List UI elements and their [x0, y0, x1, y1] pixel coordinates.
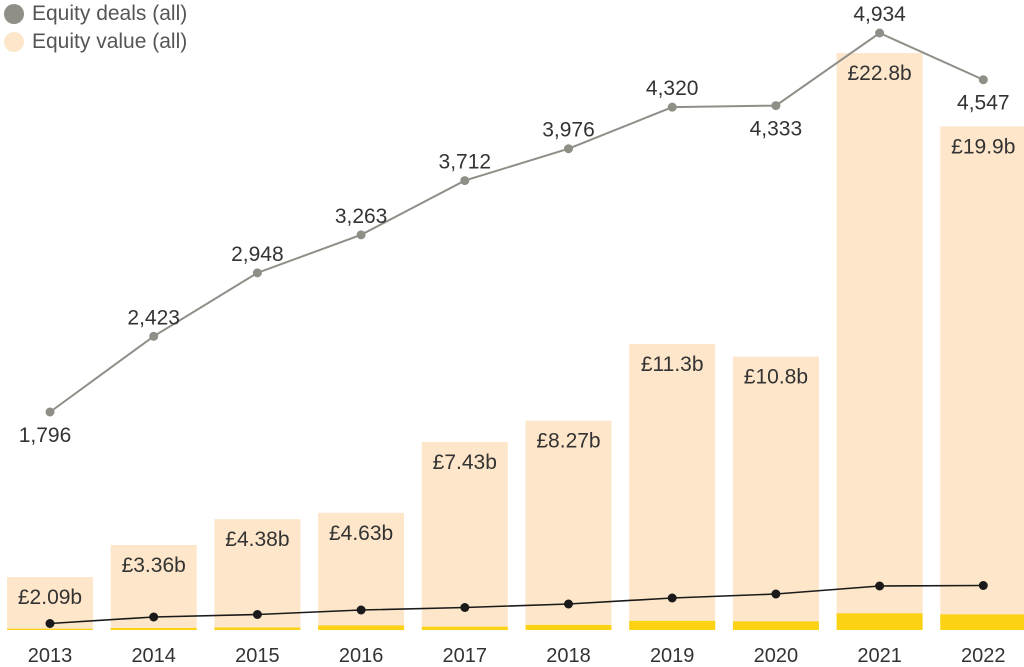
deals-label-2016: 3,263	[335, 205, 388, 228]
legend-label-deals: Equity deals (all)	[32, 2, 188, 25]
sub-deals-point-2022	[978, 581, 988, 590]
value-label-2015: £4.38b	[225, 528, 289, 551]
sub-value-bar-2020	[732, 621, 819, 630]
deals-point-2018	[564, 144, 573, 154]
legend-swatch-deals	[4, 4, 24, 24]
value-label-2014: £3.36b	[122, 554, 186, 577]
deals-line	[49, 31, 984, 413]
deals-label-2022: 4,547	[957, 92, 1010, 115]
deals-point-2016	[356, 230, 366, 240]
value-label-2013: £2.09b	[18, 586, 82, 609]
legend-label-value: Equity value (all)	[32, 30, 188, 53]
deals-label-2015: 2,948	[231, 243, 284, 266]
deals-point-2015	[252, 268, 262, 278]
sub-value-bar-2016	[318, 625, 405, 630]
x-tick-2019: 2019	[650, 645, 695, 667]
deals-label-2013: 1,796	[19, 424, 72, 447]
sub-deals-point-2019	[667, 593, 677, 603]
sub-deals-point-2016	[356, 605, 366, 615]
sub-deals-point-2020	[771, 589, 781, 599]
value-label-2022: £19.9b	[951, 135, 1015, 158]
x-tick-2020: 2020	[754, 645, 799, 667]
deals-point-2017	[460, 176, 470, 186]
deals-label-2019: 4,320	[646, 77, 699, 100]
deals-label-2021: 4,934	[853, 3, 906, 26]
sub-value-bar-2019	[629, 620, 716, 630]
deals-point-2021	[875, 28, 885, 38]
deals-point-2020	[771, 101, 781, 111]
value-label-2019: £11.3b	[641, 353, 704, 376]
deals-label-2018: 3,976	[542, 119, 595, 142]
legend-item-value: Equity value (all)	[4, 28, 187, 56]
sub-deals-point-2021	[875, 581, 885, 591]
sub-value-bar-2015	[214, 627, 301, 630]
x-tick-2018: 2018	[546, 645, 591, 667]
sub-deals-point-2015	[252, 610, 262, 619]
deals-label-2014: 2,423	[127, 306, 180, 329]
sub-deals-point-2014	[149, 612, 159, 622]
sub-value-bar-2014	[110, 627, 197, 630]
value-label-2016: £4.63b	[329, 522, 393, 545]
deals-point-2013	[45, 407, 55, 417]
value-bar-2019	[629, 344, 716, 630]
value-label-2020: £10.8b	[744, 366, 808, 389]
legend: Equity deals (all) Equity value (all)	[4, 0, 187, 56]
x-tick-2014: 2014	[131, 645, 176, 667]
sub-value-bar-2013	[7, 628, 93, 630]
value-label-2018: £8.27b	[536, 430, 600, 453]
deals-point-2014	[149, 331, 159, 341]
value-bar-2017	[421, 441, 508, 630]
x-tick-2017: 2017	[443, 645, 488, 667]
value-bar-2020	[732, 356, 819, 630]
sub-value-bar-2021	[836, 613, 923, 630]
deals-point-2019	[667, 102, 677, 112]
value-bar-2021	[836, 53, 923, 630]
sub-value-bar-2017	[421, 626, 508, 630]
deals-label-2020: 4,333	[750, 118, 803, 141]
x-tick-2015: 2015	[235, 645, 280, 667]
value-label-2021: £22.8b	[847, 62, 911, 85]
value-bar-2022	[940, 126, 1024, 630]
value-label-2017: £7.43b	[433, 451, 497, 474]
x-tick-2016: 2016	[339, 645, 384, 667]
deals-label-2017: 3,712	[439, 151, 492, 174]
sub-deals-line	[49, 584, 984, 625]
x-tick-2021: 2021	[857, 645, 902, 667]
value-bar-2018	[525, 420, 612, 630]
x-tick-2022: 2022	[961, 645, 1006, 667]
sub-deals-point-2017	[460, 603, 470, 612]
legend-swatch-value	[4, 32, 24, 52]
sub-value-bar-2022	[940, 614, 1024, 630]
legend-item-deals: Equity deals (all)	[4, 0, 187, 28]
sub-deals-point-2013	[45, 619, 55, 628]
deals-point-2022	[978, 75, 988, 85]
sub-deals-point-2018	[564, 599, 573, 609]
sub-value-bar-2018	[525, 624, 612, 630]
x-tick-2013: 2013	[28, 645, 73, 667]
